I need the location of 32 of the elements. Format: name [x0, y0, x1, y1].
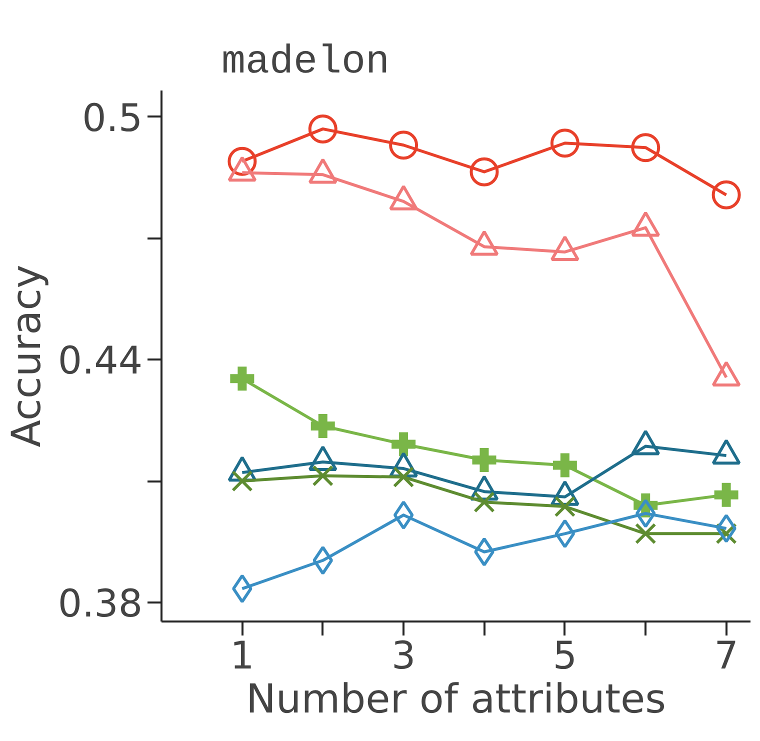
y-tick-label: 0.5 — [82, 96, 143, 140]
point — [231, 470, 253, 492]
point — [635, 498, 656, 528]
point — [470, 157, 499, 186]
point — [712, 180, 741, 210]
point — [554, 496, 576, 518]
point — [310, 414, 335, 438]
point — [631, 133, 660, 162]
point — [550, 128, 580, 158]
point — [634, 522, 656, 544]
chart-title: madelon — [222, 40, 390, 86]
point — [308, 114, 338, 144]
point — [230, 366, 254, 391]
y-tick-label: 0.44 — [58, 338, 142, 383]
y-tick-label: 0.38 — [58, 581, 142, 626]
point — [552, 453, 577, 478]
point — [393, 500, 414, 530]
x-tick-label: 1 — [230, 634, 254, 678]
point — [312, 546, 334, 575]
point — [474, 491, 495, 513]
point — [714, 482, 738, 507]
x-tick-label: 3 — [391, 634, 416, 678]
point — [392, 432, 416, 456]
point — [389, 130, 418, 160]
y-axis-title: Accuracy — [4, 264, 50, 448]
x-tick-label: 7 — [714, 634, 738, 678]
point — [554, 519, 576, 548]
x-tick-label: 5 — [552, 634, 578, 678]
point — [472, 448, 496, 472]
point — [312, 465, 334, 486]
point — [392, 466, 414, 488]
x-axis-title: Number of attributes — [246, 676, 666, 722]
